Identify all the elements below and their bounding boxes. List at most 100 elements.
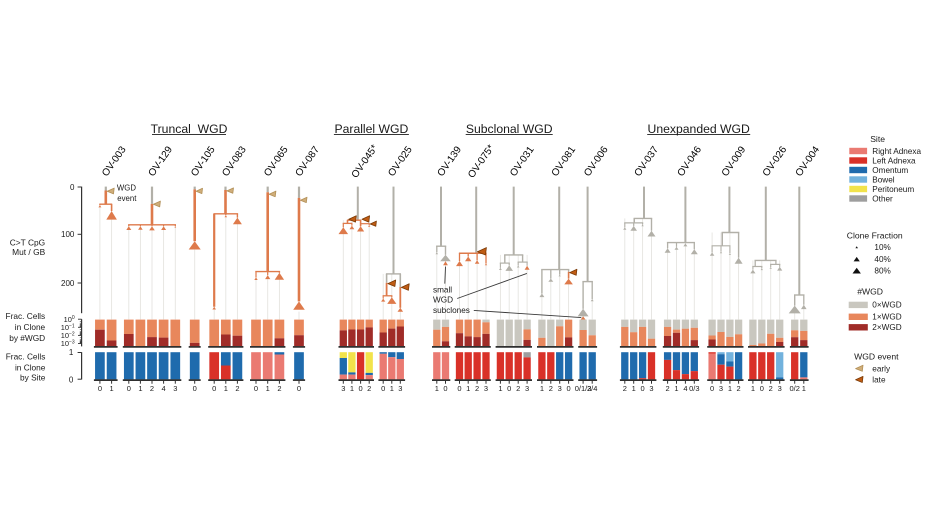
svg-text:1: 1 [266,384,270,393]
svg-text:2: 2 [235,384,239,393]
svg-text:3: 3 [649,384,653,393]
svg-text:by Site: by Site [20,373,46,383]
svg-text:4: 4 [683,384,687,393]
svg-text:2/4: 2/4 [587,384,597,393]
svg-text:WGD: WGD [433,295,453,304]
svg-text:10%: 10% [874,243,890,252]
svg-text:3: 3 [173,384,177,393]
svg-text:0: 0 [69,375,74,384]
svg-text:0: 0 [760,384,764,393]
svg-text:0/1/3: 0/1/3 [575,384,592,393]
svg-text:0: 0 [98,384,102,393]
svg-text:WGD event: WGD event [854,352,899,362]
svg-text:100: 100 [61,230,75,239]
svg-text:Left Adnexa: Left Adnexa [872,156,916,165]
svg-text:0: 0 [443,384,447,393]
svg-text:Bowel: Bowel [872,175,894,184]
svg-text:1: 1 [224,384,228,393]
svg-text:2×WGD: 2×WGD [872,323,901,332]
svg-text:2: 2 [150,384,154,393]
svg-text:Subclonal WGD: Subclonal WGD [466,122,553,136]
svg-text:Mut / GB: Mut / GB [12,247,45,257]
svg-text:0: 0 [507,384,511,393]
svg-text:3: 3 [341,384,345,393]
svg-text:event: event [117,194,137,203]
svg-text:late: late [872,375,886,384]
svg-text:Parallel WGD: Parallel WGD [334,122,408,136]
svg-text:0: 0 [359,384,363,393]
svg-text:small: small [433,285,452,294]
svg-text:Other: Other [872,194,893,203]
svg-text:1: 1 [728,384,732,393]
svg-text:Frac. Cells: Frac. Cells [6,311,46,321]
svg-text:1: 1 [435,384,439,393]
svg-text:1: 1 [110,384,114,393]
svg-text:1: 1 [802,384,806,393]
svg-text:1: 1 [350,384,354,393]
svg-text:3: 3 [719,384,723,393]
svg-text:10−3: 10−3 [61,339,75,348]
svg-text:by #WGD: by #WGD [9,333,45,343]
svg-text:2: 2 [516,384,520,393]
svg-text:2: 2 [666,384,670,393]
svg-text:#WGD: #WGD [857,286,883,296]
svg-text:2: 2 [737,384,741,393]
svg-text:WGD: WGD [117,183,136,192]
svg-text:2: 2 [549,384,553,393]
svg-text:0×WGD: 0×WGD [872,301,901,310]
svg-text:1: 1 [632,384,636,393]
svg-text:2: 2 [623,384,627,393]
svg-text:2: 2 [769,384,773,393]
svg-text:4: 4 [162,384,166,393]
svg-text:Unexpanded WGD: Unexpanded WGD [648,122,750,136]
svg-text:Omentum: Omentum [872,166,908,175]
svg-text:1: 1 [498,384,502,393]
svg-text:1: 1 [674,384,678,393]
svg-text:1: 1 [466,384,470,393]
svg-text:10−2: 10−2 [61,331,75,340]
svg-text:in Clone: in Clone [15,363,46,373]
svg-text:100: 100 [64,315,75,324]
svg-text:0/2: 0/2 [789,384,799,393]
svg-text:0: 0 [127,384,131,393]
svg-text:2: 2 [277,384,281,393]
svg-text:Truncal WGD: Truncal WGD [151,122,228,136]
svg-text:3: 3 [525,384,529,393]
svg-text:0: 0 [254,384,258,393]
svg-text:0: 0 [457,384,461,393]
svg-text:10−1: 10−1 [61,323,75,332]
svg-text:2: 2 [475,384,479,393]
svg-text:0: 0 [70,183,75,192]
svg-text:0/3: 0/3 [689,384,699,393]
svg-text:3: 3 [778,384,782,393]
svg-text:1: 1 [390,384,394,393]
svg-text:0: 0 [641,384,645,393]
svg-text:40%: 40% [874,255,890,264]
svg-text:3: 3 [558,384,562,393]
svg-text:0: 0 [381,384,385,393]
svg-text:1×WGD: 1×WGD [872,313,901,322]
svg-text:1: 1 [138,384,142,393]
svg-text:2: 2 [367,384,371,393]
svg-text:Frac. Cells: Frac. Cells [6,352,46,362]
svg-text:subclones: subclones [433,306,470,315]
svg-text:C>T CpG: C>T CpG [10,237,45,247]
svg-text:3: 3 [398,384,402,393]
svg-text:0: 0 [567,384,571,393]
svg-text:0: 0 [297,384,301,393]
svg-text:1: 1 [69,348,74,357]
svg-text:Site: Site [870,134,885,144]
svg-text:early: early [872,365,891,374]
svg-text:80%: 80% [874,266,890,275]
svg-text:Clone Fraction: Clone Fraction [847,231,903,241]
svg-text:1: 1 [540,384,544,393]
svg-text:1: 1 [751,384,755,393]
svg-text:Peritoneum: Peritoneum [872,185,914,194]
svg-text:Right Adnexa: Right Adnexa [872,147,921,156]
svg-text:in Clone: in Clone [15,322,46,332]
svg-text:0: 0 [710,384,714,393]
svg-text:3: 3 [484,384,488,393]
svg-text:200: 200 [61,279,75,288]
svg-text:0: 0 [193,384,197,393]
svg-text:0: 0 [212,384,216,393]
